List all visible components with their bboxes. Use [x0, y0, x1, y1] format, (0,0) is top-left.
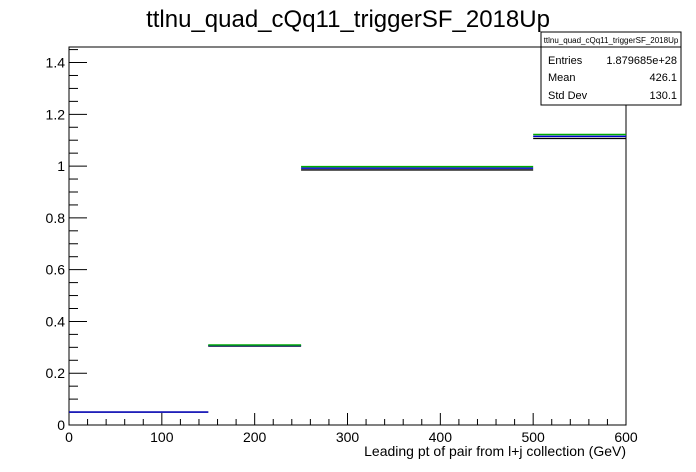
chart-title: ttlnu_quad_cQq11_triggerSF_2018Up [146, 6, 550, 33]
x-axis-tick-labels: 0 100 200 300 400 500 600 [65, 429, 638, 445]
y-tick-label: 1.4 [46, 55, 66, 71]
stats-stddev-label: Std Dev [548, 90, 588, 102]
y-tick-label: 0.2 [46, 365, 66, 381]
x-tick-label: 300 [336, 429, 360, 445]
y-tick-label: 0.6 [46, 262, 66, 278]
stats-entries-label: Entries [548, 55, 583, 67]
y-tick-label: 1 [57, 158, 65, 174]
y-tick-label: 0.8 [46, 210, 66, 226]
stats-box-frame [540, 31, 682, 106]
x-tick-label: 600 [614, 429, 638, 445]
x-tick-label: 200 [243, 429, 267, 445]
stats-mean-label: Mean [548, 72, 576, 84]
stats-entries-value: 1.879685e+28 [606, 55, 677, 67]
y-tick-label: 0 [57, 417, 65, 433]
stats-mean-value: 426.1 [649, 72, 677, 84]
stats-box: ttlnu_quad_cQq11_triggerSF_2018Up Entrie… [540, 31, 682, 106]
stats-stddev-value: 130.1 [649, 90, 677, 102]
stats-box-title: ttlnu_quad_cQq11_triggerSF_2018Up [544, 36, 679, 45]
x-axis-label: Leading pt of pair from l+j collection (… [364, 443, 626, 459]
x-axis-ticks [68, 413, 627, 425]
histogram-bins [69, 133, 626, 413]
x-tick-label: 100 [150, 429, 174, 445]
y-tick-label: 1.2 [46, 106, 66, 122]
x-tick-label: 500 [521, 429, 545, 445]
y-tick-label: 0.4 [46, 313, 66, 329]
y-axis-tick-labels: 0 0.2 0.4 0.6 0.8 1 1.2 1.4 [46, 55, 66, 433]
x-tick-label: 400 [429, 429, 453, 445]
x-tick-label: 0 [65, 429, 73, 445]
y-axis-ticks [69, 49, 87, 426]
